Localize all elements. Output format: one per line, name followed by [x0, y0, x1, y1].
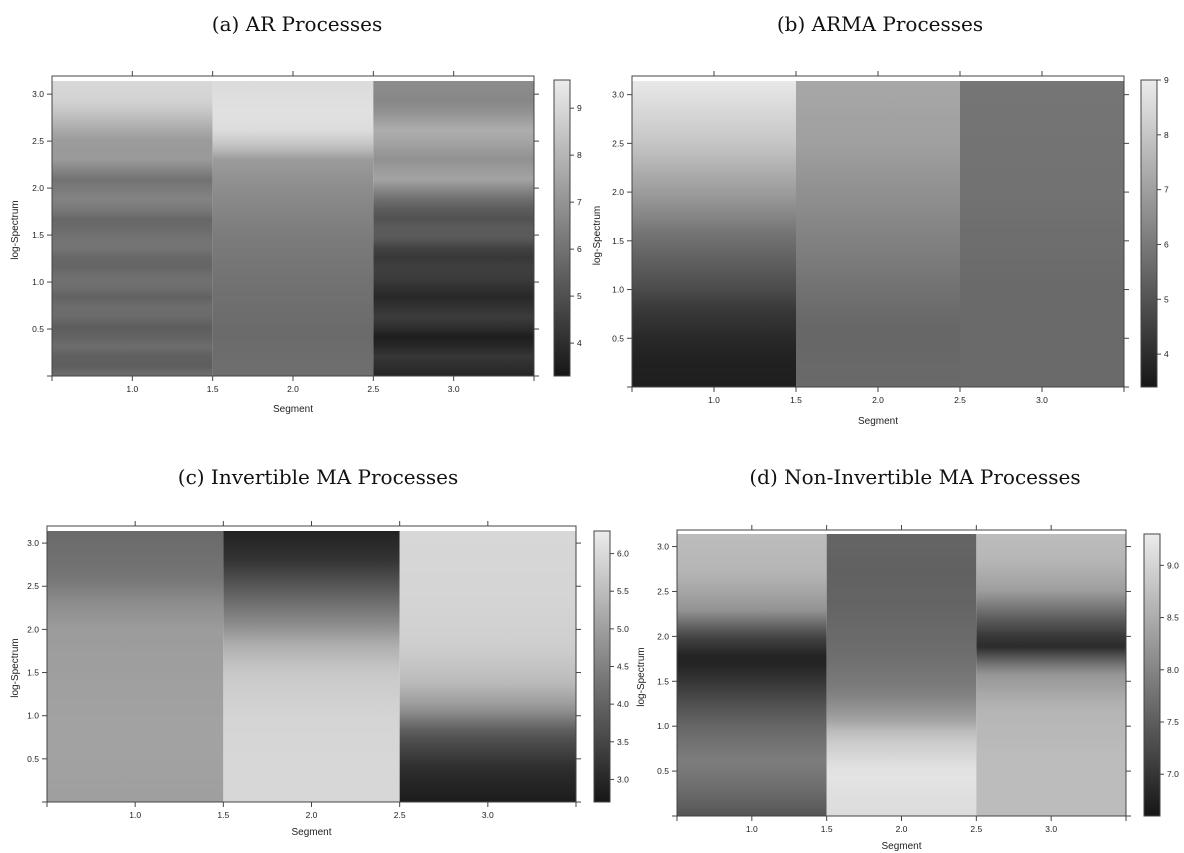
y-axis-label: log-Spectrum	[636, 647, 647, 706]
x-tick-label: 2.0	[872, 395, 884, 405]
x-axis-label: Segment	[858, 416, 898, 427]
y-axis-label: log-Spectrum	[10, 200, 21, 259]
colorbar-tick-label: 4.0	[617, 699, 629, 709]
y-tick-label: 1.0	[657, 721, 669, 731]
x-tick-label: 2.0	[306, 810, 318, 820]
x-tick-label: 2.0	[896, 824, 908, 834]
y-tick-label: 2.5	[657, 586, 669, 596]
y-tick-label: 1.5	[612, 236, 624, 246]
colorbar-tick-label: 4	[1164, 349, 1169, 359]
colorbar-tick-label: 8	[1164, 130, 1169, 140]
x-tick-label: 2.5	[394, 810, 406, 820]
y-tick-label: 1.5	[27, 668, 39, 678]
colorbar-tick-label: 7	[1164, 185, 1169, 195]
y-tick-label: 0.5	[27, 754, 39, 764]
colorbar-tick-label: 8.0	[1167, 665, 1179, 675]
segment-cell-2	[212, 81, 374, 376]
x-tick-label: 1.5	[790, 395, 802, 405]
y-tick-label: 3.0	[612, 90, 624, 100]
segment-cell-2	[796, 81, 960, 387]
x-tick-label: 2.0	[287, 384, 299, 394]
x-tick-label: 1.0	[708, 395, 720, 405]
segment-cell-1	[52, 81, 213, 376]
panel-d-title: (d) Non-Invertible MA Processes	[749, 465, 1081, 489]
y-tick-label: 3.0	[657, 542, 669, 552]
y-tick-label: 3.0	[32, 89, 44, 99]
colorbar-tick-label: 3.5	[617, 737, 629, 747]
colorbar	[1143, 533, 1161, 817]
colorbar-tick-label: 6	[1164, 239, 1169, 249]
segment-cell-3	[960, 81, 1124, 387]
colorbar	[553, 79, 571, 377]
panel-c-title: (c) Invertible MA Processes	[177, 465, 459, 489]
y-tick-label: 2.0	[657, 631, 669, 641]
y-tick-label: 2.5	[27, 581, 39, 591]
colorbar-tick-label: 5	[577, 291, 582, 301]
y-tick-label: 1.5	[32, 230, 44, 240]
y-tick-label: 1.5	[657, 676, 669, 686]
y-tick-label: 1.0	[612, 285, 624, 295]
y-tick-label: 0.5	[32, 324, 44, 334]
colorbar-tick-label: 3.0	[617, 774, 629, 784]
x-tick-label: 1.0	[129, 810, 141, 820]
colorbar-tick-label: 5.5	[617, 586, 629, 596]
x-tick-label: 2.5	[954, 395, 966, 405]
x-tick-label: 3.0	[1045, 824, 1057, 834]
x-tick-label: 2.5	[970, 824, 982, 834]
colorbar-tick-label: 8	[577, 150, 582, 160]
y-tick-label: 0.5	[612, 333, 624, 343]
y-axis-label: log-Spectrum	[10, 638, 21, 697]
segment-cell-3	[399, 531, 576, 802]
colorbar-tick-label: 9	[1164, 75, 1169, 85]
colorbar-tick-label: 7	[577, 197, 582, 207]
segment-cell-3	[976, 534, 1126, 816]
y-tick-label: 0.5	[657, 766, 669, 776]
x-tick-label: 3.0	[448, 384, 460, 394]
segment-cell-2	[223, 531, 400, 802]
colorbar-tick-label: 9	[577, 103, 582, 113]
y-axis-label: log-Spectrum	[592, 206, 603, 265]
x-tick-label: 2.5	[367, 384, 379, 394]
x-tick-label: 1.0	[126, 384, 138, 394]
segment-cell-1	[632, 81, 796, 387]
x-tick-label: 3.0	[1036, 395, 1048, 405]
colorbar-tick-label: 6	[577, 244, 582, 254]
colorbar	[1140, 79, 1158, 388]
panel-a-title: (a) AR Processes	[211, 12, 383, 36]
x-tick-label: 1.5	[207, 384, 219, 394]
y-tick-label: 2.0	[32, 183, 44, 193]
x-axis-label: Segment	[291, 827, 331, 838]
x-axis-label: Segment	[881, 841, 921, 852]
y-tick-label: 2.0	[612, 187, 624, 197]
colorbar-tick-label: 6.0	[617, 549, 629, 559]
colorbar-tick-label: 4.5	[617, 662, 629, 672]
y-tick-label: 2.5	[32, 136, 44, 146]
colorbar-tick-label: 5	[1164, 294, 1169, 304]
y-tick-label: 1.0	[27, 711, 39, 721]
y-tick-label: 1.0	[32, 277, 44, 287]
segment-cell-2	[826, 534, 977, 816]
y-tick-label: 3.0	[27, 538, 39, 548]
y-tick-label: 2.5	[612, 138, 624, 148]
colorbar-tick-label: 8.5	[1167, 613, 1179, 623]
segment-cell-3	[373, 81, 534, 376]
colorbar-tick-label: 7.5	[1167, 717, 1179, 727]
x-axis-label: Segment	[273, 404, 313, 415]
panel-b-title: (b) ARMA Processes	[776, 12, 984, 36]
colorbar-tick-label: 5.0	[617, 624, 629, 634]
segment-cell-1	[677, 534, 827, 816]
colorbar-tick-label: 7.0	[1167, 769, 1179, 779]
x-tick-label: 1.5	[217, 810, 229, 820]
x-tick-label: 3.0	[482, 810, 494, 820]
x-tick-label: 1.0	[746, 824, 758, 834]
colorbar-tick-label: 4	[577, 338, 582, 348]
y-tick-label: 2.0	[27, 624, 39, 634]
colorbar-tick-label: 9.0	[1167, 560, 1179, 570]
segment-cell-1	[47, 531, 224, 802]
x-tick-label: 1.5	[821, 824, 833, 834]
